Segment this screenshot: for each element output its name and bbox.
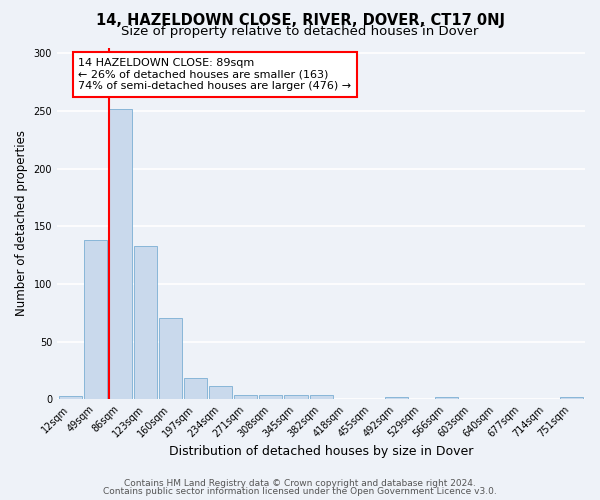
Bar [235,394,257,399]
Bar [109,108,133,399]
Bar [284,394,308,399]
Bar [310,394,332,399]
Bar [160,318,182,399]
Text: Size of property relative to detached houses in Dover: Size of property relative to detached ho… [121,25,479,38]
Y-axis label: Number of detached properties: Number of detached properties [15,130,28,316]
Bar [434,397,458,399]
Bar [560,397,583,399]
Bar [259,394,283,399]
X-axis label: Distribution of detached houses by size in Dover: Distribution of detached houses by size … [169,444,473,458]
Text: 14, HAZELDOWN CLOSE, RIVER, DOVER, CT17 0NJ: 14, HAZELDOWN CLOSE, RIVER, DOVER, CT17 … [95,12,505,28]
Text: Contains public sector information licensed under the Open Government Licence v3: Contains public sector information licen… [103,487,497,496]
Bar [134,246,157,399]
Bar [385,397,407,399]
Text: Contains HM Land Registry data © Crown copyright and database right 2024.: Contains HM Land Registry data © Crown c… [124,478,476,488]
Text: 14 HAZELDOWN CLOSE: 89sqm
← 26% of detached houses are smaller (163)
74% of semi: 14 HAZELDOWN CLOSE: 89sqm ← 26% of detac… [78,58,351,92]
Bar [59,396,82,399]
Bar [209,386,232,399]
Bar [184,378,208,399]
Bar [85,240,107,399]
